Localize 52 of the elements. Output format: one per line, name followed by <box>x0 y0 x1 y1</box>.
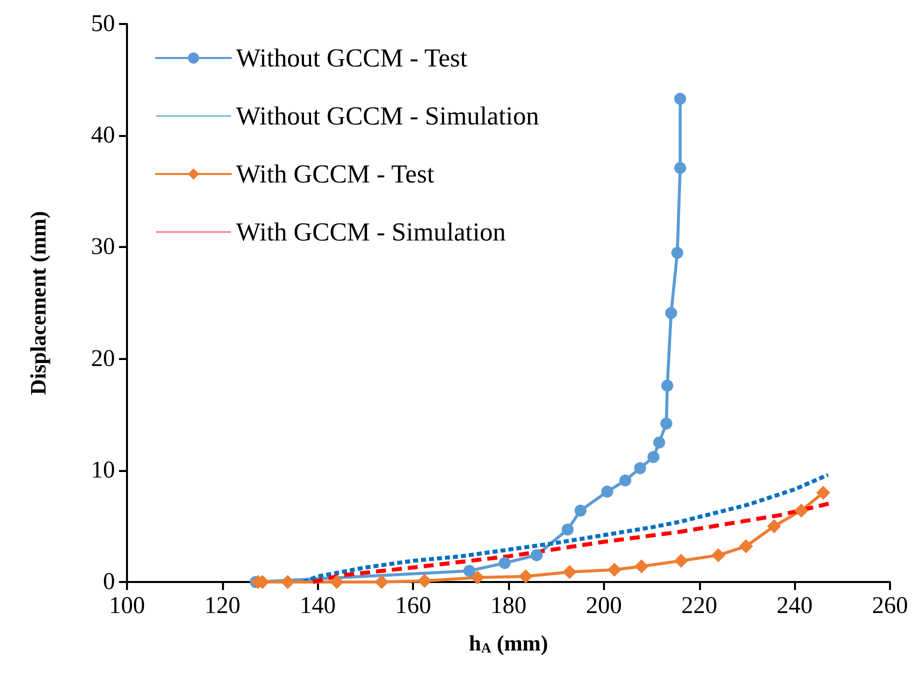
point <box>574 504 587 517</box>
point <box>653 436 666 448</box>
x-tick-label: 240 <box>776 593 813 619</box>
point <box>647 451 660 464</box>
x-tick-label: 260 <box>872 593 908 619</box>
x-tick-label: 200 <box>586 593 622 619</box>
point <box>374 575 389 589</box>
point <box>711 548 726 562</box>
x-tick-label: 220 <box>681 593 718 619</box>
y-axis-title: Displacement (mm) <box>26 211 50 395</box>
point <box>674 162 686 174</box>
point <box>562 524 574 536</box>
x-tick-label: 160 <box>395 593 432 619</box>
point <box>280 575 295 589</box>
point <box>674 92 686 105</box>
point <box>470 570 485 585</box>
legend-label: With GCCM - Test <box>236 160 435 188</box>
legend-label: Without GCCM - Simulation <box>236 102 540 130</box>
y-tick-label: 0 <box>103 569 115 595</box>
legend-label: Without GCCM - Test <box>236 44 468 72</box>
point <box>463 564 476 577</box>
point <box>674 554 688 568</box>
point <box>661 380 674 392</box>
x-tick-label: 180 <box>490 593 526 619</box>
point <box>767 519 782 534</box>
point <box>607 562 622 577</box>
y-tick-label: 40 <box>91 122 115 149</box>
point <box>518 569 533 584</box>
point <box>530 549 543 562</box>
point <box>601 486 614 498</box>
y-tick-label: 20 <box>91 346 115 372</box>
point <box>498 557 511 570</box>
point <box>738 539 753 554</box>
point <box>660 418 672 430</box>
point <box>418 574 432 588</box>
legend-label: With GCCM - Simulation <box>236 218 506 246</box>
y-tick-label: 50 <box>91 11 115 37</box>
point <box>794 504 808 518</box>
x-tick-label: 140 <box>300 593 336 619</box>
point <box>562 564 577 579</box>
point <box>330 575 344 589</box>
x-tick-label: 120 <box>204 593 240 619</box>
point <box>619 474 632 486</box>
y-tick-label: 10 <box>91 457 115 484</box>
point <box>634 462 646 474</box>
line-series <box>301 472 830 584</box>
point <box>671 246 684 259</box>
x-tick-label: 100 <box>109 593 145 619</box>
y-tick-label: 30 <box>91 234 115 260</box>
point <box>634 559 649 574</box>
point <box>665 307 678 320</box>
point <box>816 486 830 500</box>
